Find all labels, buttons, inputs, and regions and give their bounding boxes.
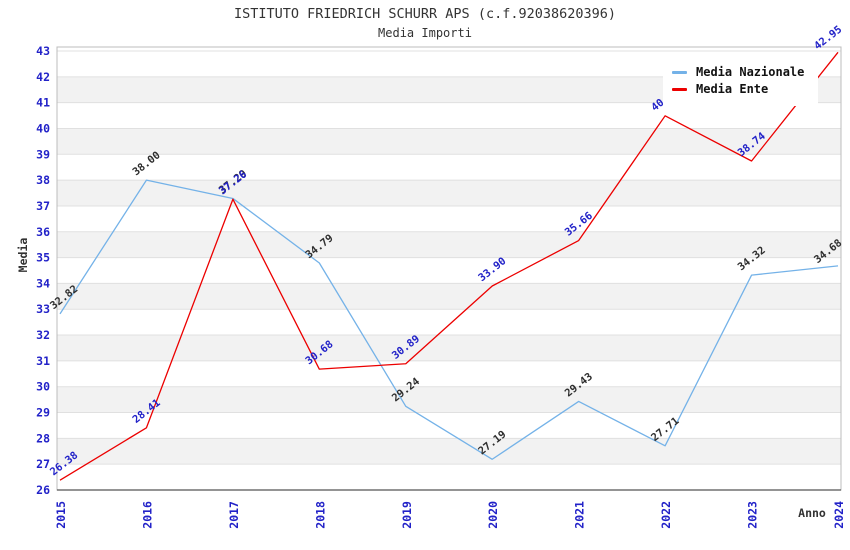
media-ente-line-swatch-icon bbox=[672, 87, 687, 91]
plot-band bbox=[57, 438, 841, 465]
series-line-media-ente bbox=[59, 51, 839, 481]
x-tick-label: 2024 bbox=[832, 501, 846, 529]
x-tick-label: 2020 bbox=[486, 501, 500, 529]
x-tick-label: 2019 bbox=[400, 501, 414, 529]
plot-band bbox=[57, 128, 841, 155]
y-tick-label: 35 bbox=[36, 251, 50, 265]
y-axis-title: Media bbox=[16, 238, 30, 273]
y-tick-label: 34 bbox=[36, 276, 50, 290]
legend-label: Media Ente bbox=[696, 82, 769, 96]
x-tick-label: 2021 bbox=[573, 501, 587, 529]
y-tick-label: 26 bbox=[36, 483, 50, 497]
y-tick-label: 32 bbox=[36, 328, 50, 342]
legend-item-media-nazionale[interactable]: Media Nazionale bbox=[672, 65, 804, 79]
x-axis-title: Anno bbox=[798, 506, 826, 520]
y-tick-label: 28 bbox=[36, 431, 50, 445]
x-tick-label: 2016 bbox=[140, 501, 154, 529]
y-tick-label: 31 bbox=[36, 354, 50, 368]
plot-border bbox=[56, 46, 842, 491]
y-tick-label: 42 bbox=[36, 70, 50, 84]
y-tick-label: 29 bbox=[36, 406, 50, 420]
y-tick-label: 41 bbox=[36, 96, 50, 110]
plot-band bbox=[57, 335, 841, 361]
chart-legend: Media Nazionale Media Ente bbox=[663, 56, 819, 106]
x-tick-label: 2018 bbox=[313, 501, 327, 529]
y-tick-label: 39 bbox=[36, 147, 50, 161]
x-tick-label: 2015 bbox=[54, 501, 68, 529]
media-nazionale-line-swatch-icon bbox=[672, 70, 687, 74]
legend-label: Media Nazionale bbox=[696, 65, 805, 79]
plot-band bbox=[57, 283, 841, 310]
y-tick-label: 33 bbox=[36, 302, 50, 316]
y-tick-label: 30 bbox=[36, 380, 50, 394]
plot-band bbox=[57, 180, 841, 206]
plot-band bbox=[57, 231, 841, 258]
y-tick-label: 36 bbox=[36, 225, 50, 239]
y-tick-label: 40 bbox=[36, 121, 50, 135]
y-tick-label: 38 bbox=[36, 173, 50, 187]
y-tick-label: 27 bbox=[36, 457, 50, 471]
chart-title: ISTITUTO FRIEDRICH SCHURR APS (c.f.92038… bbox=[233, 6, 616, 22]
series-line-media-nazionale bbox=[59, 179, 839, 460]
y-tick-label: 43 bbox=[36, 44, 50, 58]
point-label: 42.95 bbox=[812, 23, 844, 52]
plot-band bbox=[57, 386, 841, 413]
chart-subtitle: Media Importi bbox=[378, 26, 472, 40]
x-tick-label: 2022 bbox=[659, 501, 673, 529]
x-tick-label: 2017 bbox=[227, 501, 241, 529]
x-tick-label: 2023 bbox=[746, 501, 760, 529]
y-tick-label: 37 bbox=[36, 199, 50, 213]
legend-item-media-ente[interactable]: Media Ente bbox=[672, 82, 804, 96]
